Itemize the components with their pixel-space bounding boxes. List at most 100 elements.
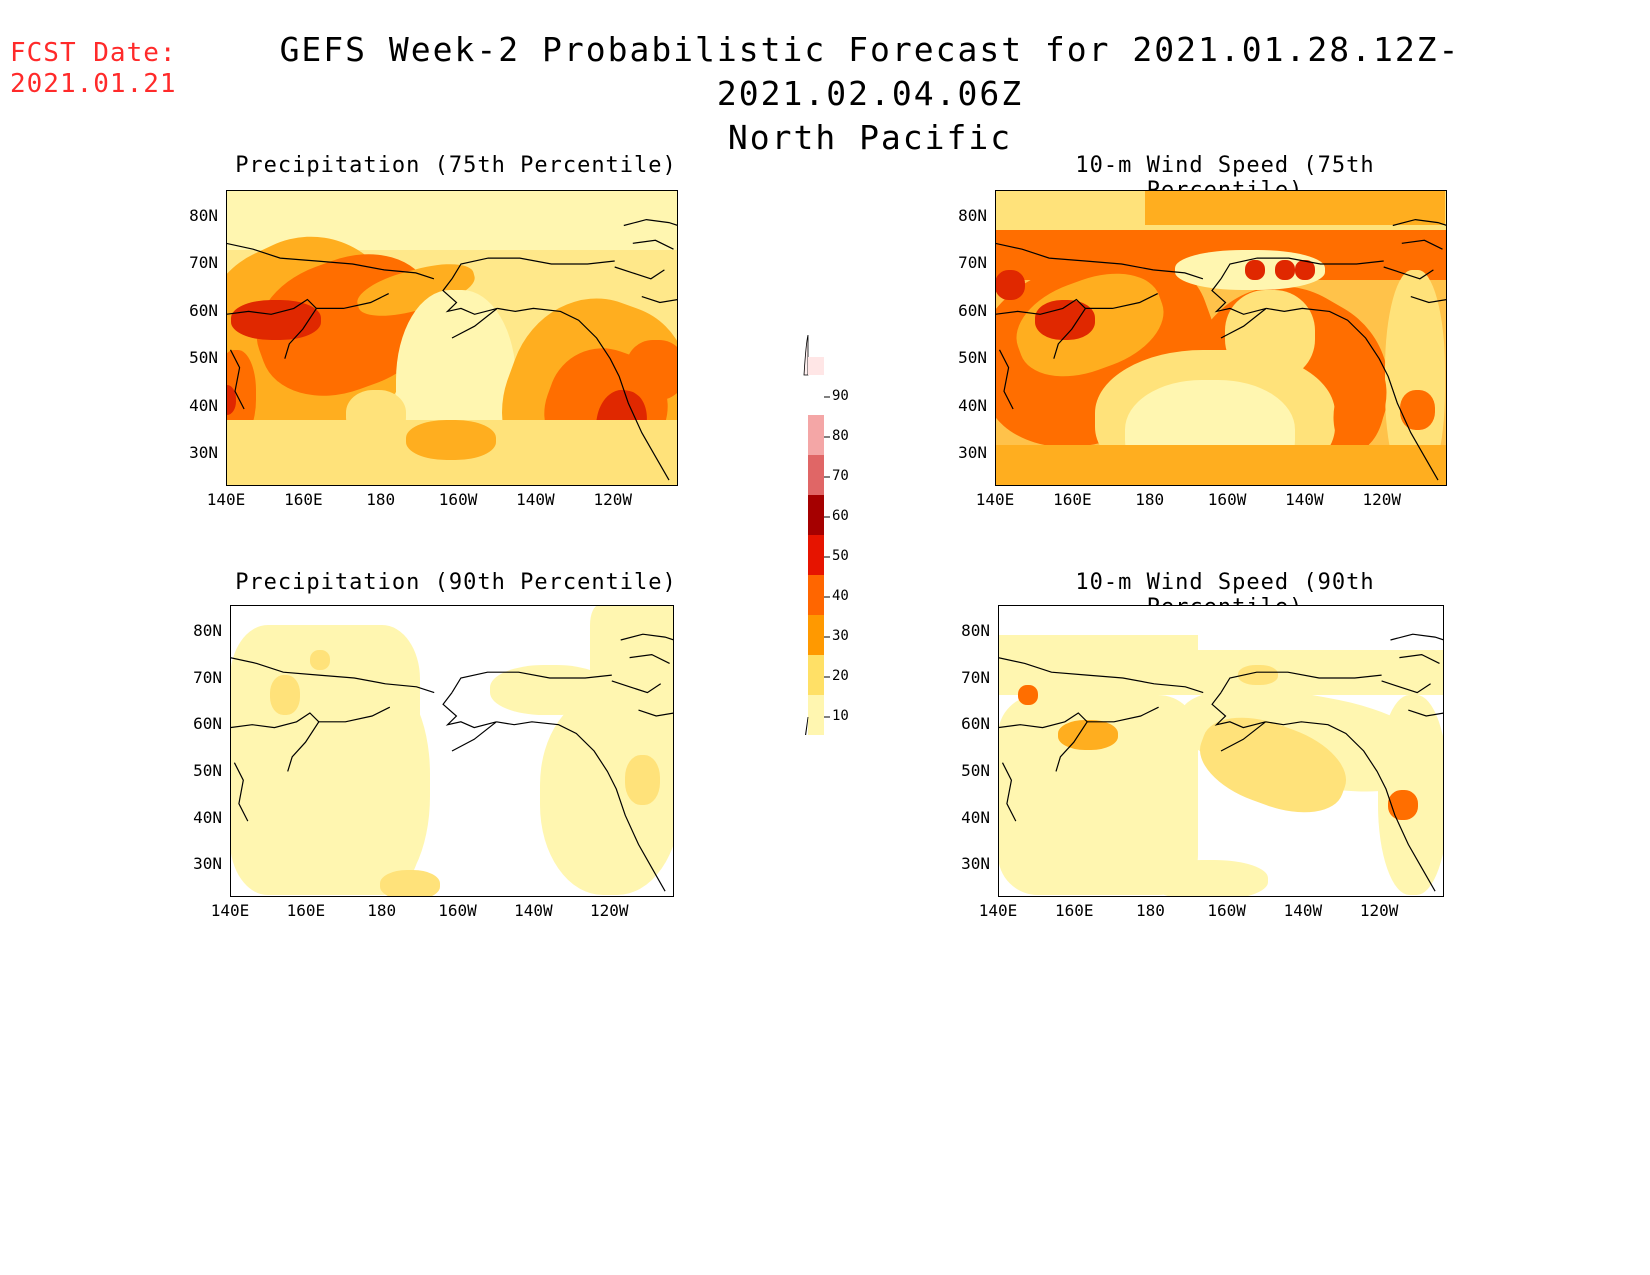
- coastline: [318, 706, 391, 723]
- coastline: [230, 712, 320, 772]
- coastline: [623, 218, 678, 227]
- fcst-label: FCST Date:: [10, 38, 177, 68]
- coastline: [442, 692, 497, 729]
- fcst-date: 2021.01.21: [10, 69, 177, 99]
- lon-tick-label: 180: [1135, 490, 1165, 509]
- colorbar-swatch: [808, 655, 824, 695]
- shaded-region: [1388, 790, 1418, 820]
- lat-tick-label: 30N: [189, 443, 218, 463]
- lat-tick-label: 80N: [961, 621, 990, 640]
- coastline: [1383, 266, 1434, 280]
- shaded-region: [1148, 860, 1268, 897]
- coastline: [641, 296, 678, 304]
- axis-labels-precip-90: 80N 70N 60N 50N 40N 30N 140E 160E 180 160W 140W 120…: [193, 605, 674, 920]
- lat-tick-label: 50N: [958, 348, 987, 368]
- coastline: [995, 298, 1087, 359]
- lon-tick-label: 160E: [284, 490, 323, 509]
- colorbar-swatch: [808, 575, 824, 615]
- lon-tick-label: 180: [1135, 901, 1165, 920]
- coastline: [497, 307, 670, 481]
- colorbar-swatch: [808, 495, 824, 535]
- shaded-region: [995, 445, 1447, 486]
- lat-tick-label: 40N: [961, 807, 990, 827]
- coastline: [1408, 709, 1444, 717]
- lon-tick-label: 160W: [1207, 490, 1247, 509]
- coastline: [442, 278, 498, 315]
- shaded-region: [626, 340, 678, 400]
- coastline: [1001, 762, 1017, 822]
- lat-tick-label: 80N: [193, 621, 222, 640]
- shaded-region: [490, 665, 610, 715]
- map-wind-90: [998, 605, 1444, 897]
- shaded-region: [1295, 260, 1315, 280]
- lat-tick-label: 70N: [961, 667, 990, 687]
- lat-tick-label: 50N: [961, 760, 990, 780]
- colorbar-swatch: [808, 357, 824, 375]
- coastline: [1085, 293, 1158, 309]
- lon-tick-label: 160E: [1054, 901, 1094, 920]
- coastline: [451, 721, 497, 752]
- coastline: [620, 633, 674, 641]
- lon-tick-label: 160W: [438, 901, 477, 920]
- lon-tick-label: 140E: [210, 901, 250, 920]
- colorbar-label: 10: [832, 708, 849, 724]
- fcst-date-label: FCST Date: 2021.01.21: [10, 38, 177, 100]
- shaded-region: [310, 650, 330, 670]
- shaded-region: [320, 675, 430, 895]
- coastline: [1401, 239, 1443, 250]
- lat-tick-label: 30N: [961, 854, 990, 874]
- lat-tick-label: 30N: [958, 443, 987, 463]
- shaded-region: [380, 870, 440, 897]
- axis-labels-wind-90: 80N 70N 60N 50N 40N 30N 140E 160E 180 160W 140W 120…: [961, 605, 1444, 920]
- lat-tick-label: 40N: [958, 395, 987, 415]
- colorbar-label: 60: [832, 508, 849, 524]
- map-precip-90: [230, 605, 674, 897]
- shaded-region: [1018, 685, 1038, 705]
- shaded-region: [231, 300, 321, 340]
- coastline: [1211, 278, 1267, 315]
- coastline: [1381, 680, 1431, 694]
- colorbar-label: 40: [832, 588, 849, 604]
- coastline: [1220, 721, 1266, 752]
- lat-tick-label: 70N: [189, 253, 218, 273]
- coastline: [230, 657, 435, 694]
- coastline: [233, 762, 249, 822]
- lon-tick-label: 120W: [1362, 490, 1402, 509]
- coastline: [451, 671, 612, 693]
- lon-tick-label: 140E: [978, 901, 1018, 920]
- lon-tick-label: 140W: [516, 490, 555, 509]
- lon-tick-label: 160E: [286, 901, 326, 920]
- axis-labels-precip-75: 80N 70N 60N 50N 40N 30N 140E 160E 180 160W 140W 120…: [189, 190, 678, 509]
- coastline: [1410, 296, 1447, 304]
- coastline: [614, 266, 665, 280]
- lat-tick-label: 60N: [958, 300, 987, 320]
- lon-tick-label: 140W: [514, 901, 553, 920]
- coastline: [638, 709, 674, 717]
- coastline: [316, 293, 389, 309]
- shaded-region: [406, 420, 496, 460]
- colorbar-swatch: [808, 615, 824, 655]
- coastline: [451, 257, 615, 280]
- coastline-overlay: [998, 633, 1444, 892]
- region-subtitle: North Pacific: [727, 118, 1013, 157]
- coastline: [226, 242, 435, 280]
- shaded-region: [1238, 665, 1278, 685]
- colorbar-label: 90: [832, 388, 849, 404]
- colorbar-swatch: [808, 695, 824, 735]
- coastline-overlay: [995, 218, 1447, 481]
- shaded-region: [995, 270, 1025, 300]
- colorbar-swatch: [808, 415, 824, 455]
- coastline: [632, 239, 674, 250]
- lat-tick-label: 80N: [958, 206, 987, 225]
- colorbar: 90 80 70 60 50 40 30 20 10: [800, 334, 849, 746]
- lat-tick-label: 60N: [961, 714, 990, 734]
- lon-tick-label: 180: [366, 490, 396, 509]
- shaded-region: [998, 650, 1444, 695]
- lat-tick-label: 30N: [193, 854, 222, 874]
- colorbar-swatch: [808, 535, 824, 575]
- lon-tick-label: 140E: [975, 490, 1015, 509]
- coastline: [451, 307, 498, 339]
- lon-tick-label: 140E: [206, 490, 246, 509]
- colorbar-label: 30: [832, 628, 849, 644]
- coastline: [998, 712, 1088, 772]
